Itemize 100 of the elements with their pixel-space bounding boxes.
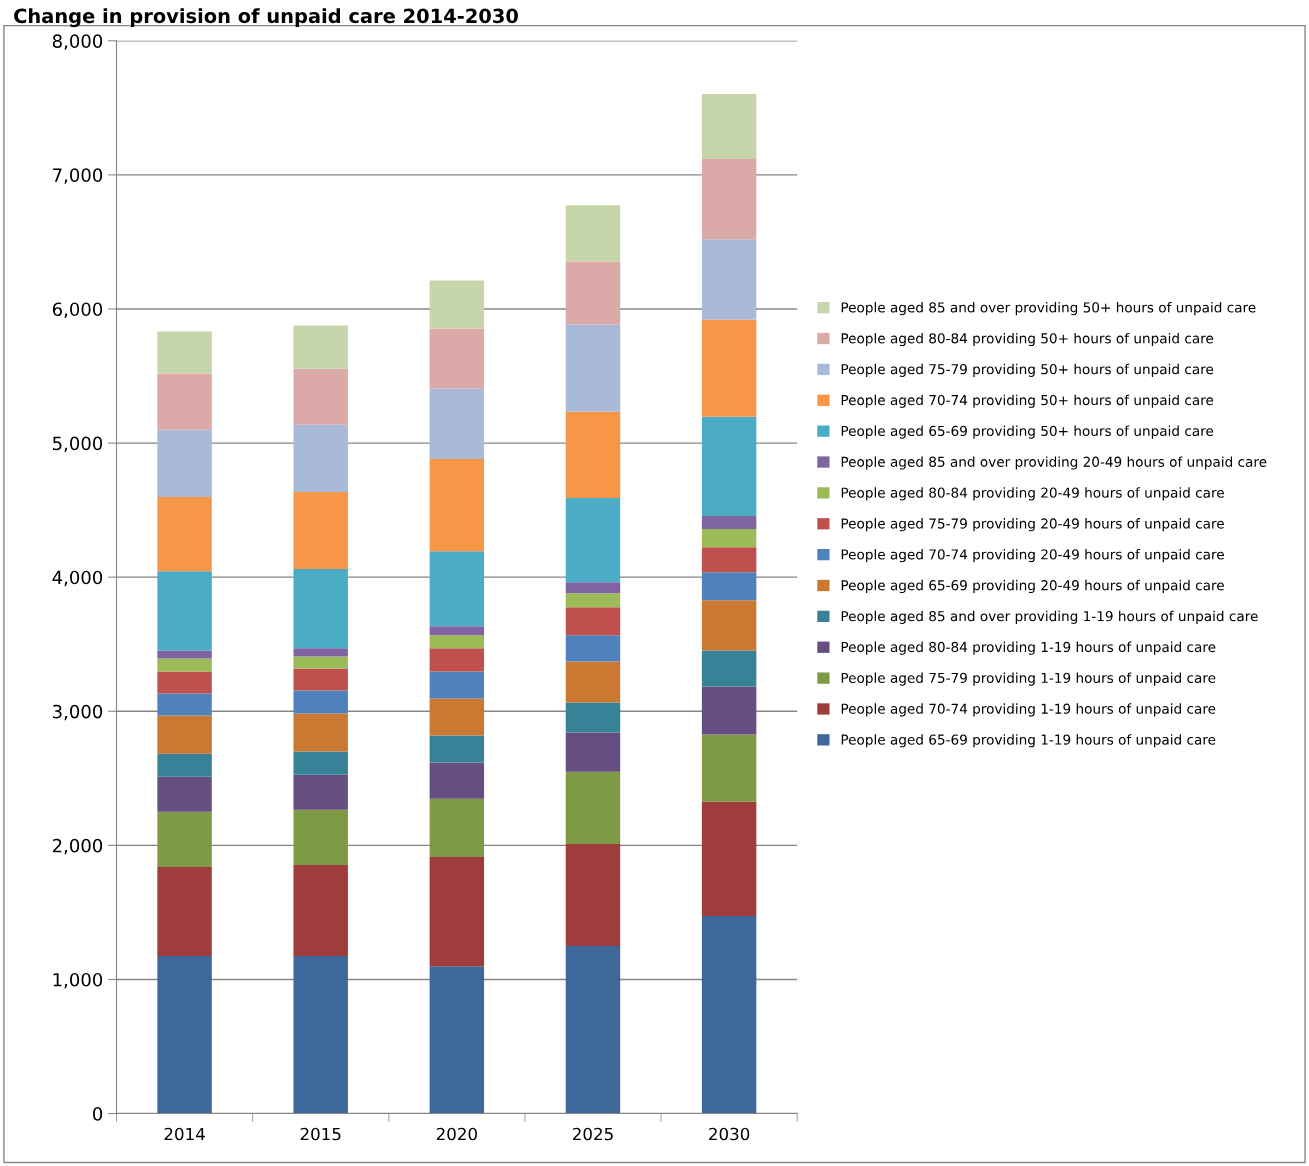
bar: [293, 668, 348, 691]
bar: [293, 774, 348, 810]
bar: [293, 648, 348, 657]
x-tick-label: 2014: [164, 1127, 205, 1141]
legend-label: People aged 85 and over providing 1-19 hours of unpaid care: [841, 610, 1258, 624]
bar: [429, 671, 485, 699]
y-tick-label: 6,000: [52, 302, 103, 318]
bar: [565, 205, 621, 262]
bar: [701, 416, 757, 517]
y-tick-label: 1,000: [53, 972, 103, 989]
bar: [565, 732, 621, 772]
legend-label: People aged 80-84 providing 1-19 hours of unpaid care: [841, 641, 1216, 655]
y-tick-label: 2,000: [52, 838, 103, 855]
bar: [565, 261, 621, 325]
bar: [565, 497, 621, 583]
bar: [565, 702, 621, 733]
y-tick-label: 3,000: [52, 704, 103, 721]
bar: [157, 571, 212, 651]
bar: [429, 328, 485, 389]
legend-label: People aged 75-79 providing 50+ hours of unpaid care: [841, 363, 1214, 377]
y-tick-label: 5,000: [53, 436, 103, 453]
legend-label: People aged 65-69 providing 50+ hours of unpaid care: [841, 425, 1214, 439]
legend-label: People aged 70-74 providing 1-19 hours of unpaid care: [841, 703, 1216, 717]
bar: [701, 600, 757, 651]
bar: [565, 324, 621, 412]
bar: [157, 811, 212, 867]
bar: [429, 458, 485, 552]
bar: [429, 762, 485, 799]
legend-label: People aged 65-69 providing 1-19 hours of unpaid care: [841, 734, 1216, 748]
bar: [701, 801, 757, 917]
legend-label: People aged 85 and over providing 50+ hours of unpaid care: [841, 302, 1256, 316]
bar: [293, 809, 348, 865]
bar: [157, 658, 212, 672]
bar: [293, 325, 348, 369]
bar: [293, 424, 348, 492]
bar: [293, 368, 348, 425]
bar: [157, 496, 212, 572]
bar: [157, 715, 212, 754]
bar: [429, 648, 485, 672]
y-tick-label: 7,000: [53, 168, 103, 184]
legend-label: People aged 75-79 providing 20-49 hours of unpaid care: [841, 518, 1224, 532]
bar: [701, 159, 757, 240]
bar: [429, 856, 485, 967]
bar: [565, 582, 621, 594]
bar: [157, 956, 212, 1114]
bar: [429, 280, 485, 329]
bar: [429, 626, 485, 636]
bar: [293, 569, 348, 649]
bar: [157, 650, 212, 659]
bar: [565, 771, 621, 844]
y-tick-label: 8,000: [52, 34, 103, 50]
bar: [293, 690, 348, 714]
bar: [429, 798, 485, 857]
bar: [293, 713, 348, 752]
y-tick-label: 4,000: [52, 570, 103, 587]
bar: [429, 735, 485, 763]
bar: [565, 843, 621, 947]
bar: [429, 551, 485, 627]
bar: [157, 693, 212, 716]
legend-label: People aged 70-74 providing 50+ hours of unpaid care: [841, 394, 1214, 408]
bar: [565, 593, 621, 608]
bar: [565, 946, 621, 1114]
legend-label: People aged 70-74 providing 20-49 hours of unpaid care: [841, 548, 1224, 563]
bar: [293, 956, 348, 1114]
bar: [429, 698, 485, 736]
bar: [293, 656, 348, 669]
legend-label: People aged 85 and over providing 20-49 hours of unpaid care: [841, 456, 1267, 470]
bar: [157, 373, 212, 430]
bar: [701, 547, 757, 573]
bar: [429, 966, 485, 1114]
bar: [429, 635, 485, 649]
bar: [293, 491, 348, 570]
bar: [701, 93, 757, 160]
x-tick-label: 2030: [709, 1127, 750, 1141]
legend-label: People aged 80-84 providing 50+ hours of unpaid care: [841, 332, 1214, 347]
bar: [701, 734, 757, 802]
bar: [565, 635, 621, 662]
bar: [293, 864, 348, 957]
bar: [565, 607, 621, 636]
legend-label: People aged 75-79 providing 1-19 hours of unpaid care: [841, 672, 1216, 686]
bar: [701, 650, 757, 687]
bar: [157, 776, 212, 812]
bar: [157, 429, 212, 497]
legend-label: People aged 80-84 providing 20-49 hours of unpaid care: [841, 487, 1224, 501]
legend-label: People aged 65-69 providing 20-49 hours of unpaid care: [841, 579, 1224, 594]
chart-title: Change in provision of unpaid care 2014-2030: [14, 8, 518, 28]
x-tick-label: 2015: [300, 1127, 341, 1141]
bar: [701, 239, 757, 320]
bar: [429, 388, 485, 459]
bar: [157, 671, 212, 694]
x-tick-label: 2020: [436, 1127, 477, 1141]
bar: [701, 529, 757, 548]
bar: [701, 572, 757, 601]
bar: [157, 331, 212, 374]
bar: [701, 686, 757, 735]
bar: [701, 516, 757, 530]
bar: [565, 661, 621, 703]
bar: [293, 751, 348, 775]
bar: [157, 753, 212, 777]
y-tick-label: 0: [93, 1106, 103, 1121]
